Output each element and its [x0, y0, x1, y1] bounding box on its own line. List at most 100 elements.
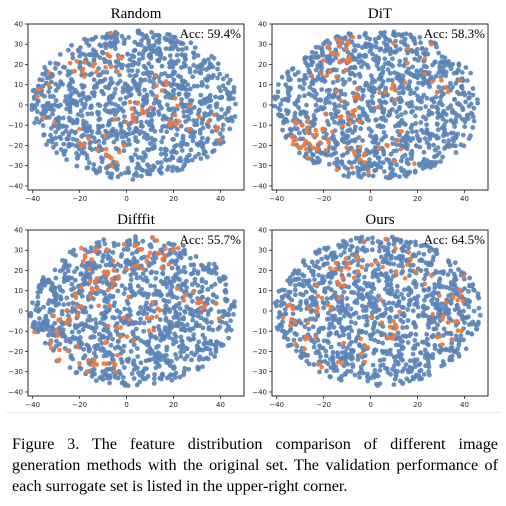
- original-point: [181, 163, 187, 169]
- original-point: [449, 282, 454, 287]
- original-point: [353, 137, 359, 142]
- original-point: [135, 42, 141, 47]
- original-point: [113, 102, 118, 107]
- original-point: [177, 374, 183, 380]
- original-point: [131, 376, 137, 381]
- original-point: [387, 347, 393, 353]
- generated-point: [137, 247, 142, 252]
- original-point: [138, 123, 144, 129]
- original-point: [157, 79, 163, 84]
- original-point: [410, 136, 416, 141]
- original-point: [122, 306, 127, 312]
- original-point: [381, 110, 386, 115]
- original-point: [180, 41, 186, 47]
- original-point: [395, 129, 401, 134]
- original-point: [155, 160, 161, 166]
- generated-point: [75, 344, 80, 350]
- original-point: [377, 248, 382, 254]
- original-point: [354, 335, 360, 341]
- original-point: [129, 53, 135, 58]
- original-point: [85, 37, 90, 43]
- original-point: [301, 258, 307, 263]
- original-point: [53, 275, 59, 281]
- original-point: [97, 375, 103, 381]
- original-point: [88, 335, 94, 340]
- original-point: [44, 322, 50, 328]
- original-point: [366, 86, 372, 92]
- original-point: [217, 71, 223, 77]
- original-point: [470, 92, 476, 98]
- generated-point: [82, 60, 87, 65]
- original-point: [179, 342, 185, 348]
- original-point: [91, 334, 97, 340]
- original-point: [367, 296, 372, 301]
- original-point: [457, 113, 462, 119]
- original-point: [394, 283, 400, 289]
- original-point: [410, 49, 415, 54]
- original-point: [112, 107, 117, 113]
- original-point: [328, 330, 333, 336]
- original-point: [91, 162, 97, 168]
- original-point: [402, 36, 408, 42]
- generated-point: [150, 235, 156, 241]
- original-point: [209, 75, 214, 80]
- generated-point: [107, 154, 112, 159]
- original-point: [67, 249, 73, 255]
- original-point: [206, 57, 211, 62]
- original-point: [70, 136, 76, 142]
- original-point: [349, 138, 355, 143]
- original-point: [133, 84, 139, 90]
- original-point: [311, 160, 317, 166]
- original-point: [114, 308, 120, 313]
- generated-point: [153, 73, 159, 78]
- original-point: [307, 148, 313, 154]
- generated-point: [89, 257, 94, 262]
- original-point: [222, 111, 228, 117]
- y-tick-label: −20: [252, 142, 267, 150]
- original-point: [204, 154, 210, 160]
- original-point: [314, 55, 320, 60]
- original-point: [424, 64, 429, 70]
- original-point: [182, 365, 188, 371]
- generated-point: [285, 303, 290, 309]
- original-point: [231, 312, 236, 317]
- original-point: [353, 235, 359, 241]
- original-point: [391, 382, 397, 387]
- original-point: [281, 120, 286, 126]
- original-point: [412, 278, 417, 284]
- original-point: [414, 129, 419, 134]
- generated-point: [334, 37, 339, 42]
- original-point: [200, 284, 205, 290]
- original-point: [356, 342, 362, 348]
- original-point: [143, 154, 148, 160]
- original-point: [296, 105, 301, 111]
- generated-point: [330, 129, 335, 135]
- original-point: [231, 96, 236, 101]
- original-point: [344, 296, 350, 301]
- original-point: [421, 371, 427, 377]
- original-point: [433, 73, 439, 79]
- original-point: [123, 95, 129, 100]
- original-point: [410, 351, 416, 357]
- y-tick-label: −30: [8, 162, 23, 170]
- original-point: [433, 133, 439, 139]
- original-point: [56, 104, 62, 109]
- original-point: [47, 329, 53, 335]
- original-point: [363, 314, 369, 320]
- original-point: [172, 35, 178, 41]
- accuracy-annotation: Acc: 59.4%: [180, 26, 242, 41]
- original-point: [154, 270, 159, 275]
- generated-point: [132, 264, 138, 269]
- original-point: [108, 366, 113, 372]
- generated-point: [387, 324, 393, 330]
- generated-point: [383, 236, 388, 242]
- generated-point: [391, 318, 396, 324]
- x-tick-label: 40: [460, 195, 469, 203]
- original-point: [428, 245, 434, 251]
- original-point: [375, 329, 381, 334]
- original-point: [391, 261, 397, 267]
- original-point: [96, 117, 102, 123]
- generated-point: [412, 161, 417, 166]
- original-point: [352, 80, 357, 85]
- original-point: [348, 306, 354, 312]
